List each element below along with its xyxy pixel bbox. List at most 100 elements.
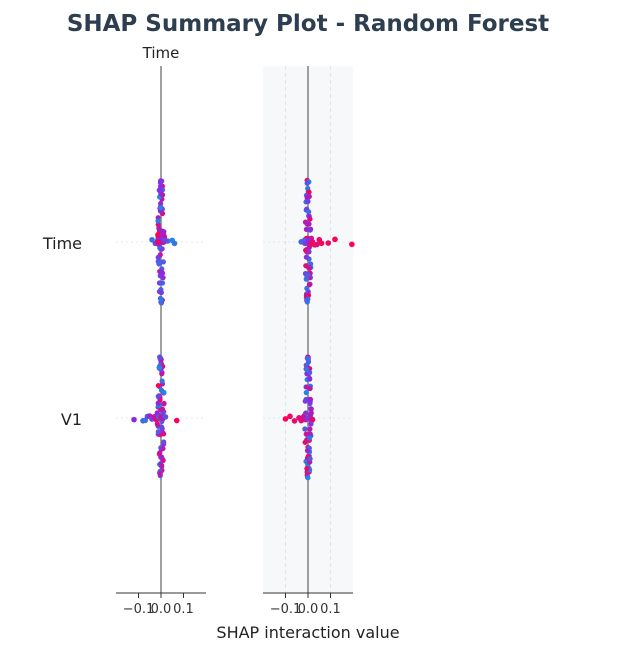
trunk-point <box>306 209 312 215</box>
data-point <box>282 416 289 422</box>
data-point <box>287 413 293 420</box>
trunk-point <box>302 398 308 404</box>
trunk-point <box>307 426 313 432</box>
trunk-point <box>159 378 165 384</box>
trunk-point <box>308 406 314 412</box>
x-tick-label: −0.1 <box>123 602 155 617</box>
data-point <box>154 239 161 245</box>
trunk-point <box>305 272 311 278</box>
x-axis-label: SHAP interaction value <box>216 623 399 642</box>
trunk-point <box>303 247 309 253</box>
trunk-point <box>155 382 161 389</box>
trunk-point <box>155 400 161 406</box>
trunk-point <box>161 229 167 235</box>
trunk-point <box>158 296 164 302</box>
trunk-point <box>304 285 310 291</box>
trunk-point <box>154 421 160 427</box>
trunk-point <box>307 376 313 382</box>
beeswarm-time <box>149 178 178 306</box>
data-point <box>298 239 305 245</box>
trunk-point <box>159 178 165 184</box>
trunk-point <box>157 187 163 194</box>
trunk-point <box>303 254 309 260</box>
trunk-point <box>157 471 163 477</box>
trunk-point <box>159 192 166 198</box>
trunk-point <box>303 390 309 396</box>
trunk-point <box>307 227 313 233</box>
trunk-point <box>304 180 310 186</box>
data-point <box>173 417 180 424</box>
beeswarm-v1 <box>131 354 180 479</box>
trunk-point <box>158 300 165 306</box>
trunk-point <box>303 263 309 269</box>
trunk-point <box>156 289 163 295</box>
trunk-point <box>155 231 161 238</box>
trunk-point <box>307 398 313 405</box>
trunk-point <box>304 465 310 472</box>
trunk-point <box>156 451 162 457</box>
trunk-point <box>307 456 313 462</box>
y-tick-label-v1: V1 <box>61 410 82 429</box>
trunk-point <box>157 355 163 361</box>
trunk-point <box>306 265 313 271</box>
trunk-point <box>159 371 165 377</box>
trunk-point <box>157 183 164 190</box>
trunk-point <box>161 439 167 445</box>
trunk-point <box>159 424 165 430</box>
x-tick-label: −0.1 <box>270 602 302 617</box>
data-point <box>171 240 178 247</box>
panel-time: Time −0.10.0 0.1 <box>116 44 206 617</box>
trunk-point <box>158 269 164 275</box>
trunk-point <box>155 218 161 224</box>
data-point <box>161 237 168 244</box>
data-point <box>305 237 311 244</box>
trunk-point <box>306 189 312 195</box>
trunk-point <box>306 213 312 219</box>
data-point <box>162 414 169 420</box>
trunk-point <box>159 462 165 469</box>
trunk-point <box>303 431 309 437</box>
trunk-point <box>305 198 311 204</box>
trunk-point <box>161 401 167 407</box>
data-point <box>309 416 316 423</box>
trunk-point <box>305 475 311 481</box>
x-tick-label: 0.1 <box>173 602 194 617</box>
chart-title: SHAP Summary Plot - Random Forest <box>67 11 549 37</box>
panel-v1: −0.10.0 0.1 <box>263 66 355 617</box>
trunk-point <box>303 226 309 232</box>
trunk-point <box>307 385 313 392</box>
trunk-point <box>157 365 163 371</box>
trunk-point <box>304 355 311 362</box>
trunk-point <box>305 296 311 302</box>
trunk-point <box>304 366 310 372</box>
trunk-point <box>155 429 161 435</box>
trunk-point <box>161 389 167 396</box>
x-tick-label: 0.1 <box>320 602 341 617</box>
trunk-point <box>303 276 309 282</box>
trunk-point <box>156 225 162 231</box>
panel-subtitle: Time <box>142 44 180 62</box>
data-point <box>131 416 137 423</box>
x-tick-label: 0.0 <box>151 602 172 617</box>
trunk-point <box>156 261 162 267</box>
trunk-point <box>307 431 313 437</box>
beeswarm-time <box>298 177 355 305</box>
beeswarm-v1 <box>282 354 316 481</box>
trunk-point <box>160 275 166 281</box>
trunk-point <box>157 205 164 211</box>
trunk-point <box>155 394 162 400</box>
data-point <box>149 236 155 243</box>
trunk-point <box>159 406 166 412</box>
data-point <box>349 241 355 248</box>
trunk-point <box>306 435 313 441</box>
trunk-point <box>160 445 166 452</box>
y-tick-label-time: Time <box>42 234 82 253</box>
trunk-point <box>160 259 166 265</box>
data-point <box>325 240 332 246</box>
data-point <box>314 241 320 248</box>
data-point <box>291 418 298 424</box>
trunk-point <box>308 261 314 267</box>
trunk-point <box>304 194 310 200</box>
trunk-point <box>304 448 311 454</box>
